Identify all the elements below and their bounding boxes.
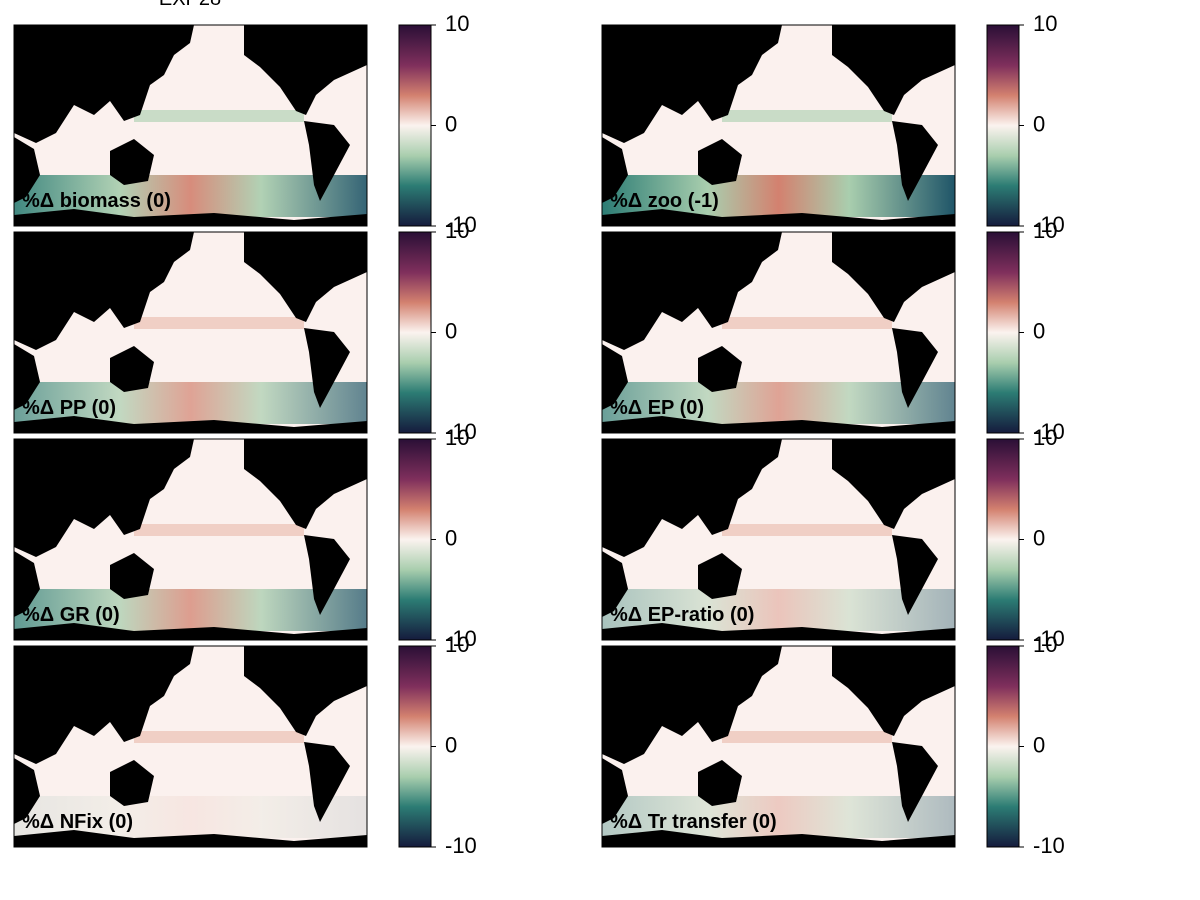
map-panel: %Δ GR (0) (13, 438, 368, 641)
colorbar-tick-label: -10 (445, 626, 477, 651)
equatorial-band (134, 524, 304, 536)
map-panel: %Δ zoo (-1) (601, 24, 956, 227)
panel-label: %Δ EP (0) (610, 397, 704, 419)
colorbar-tick-label: 0 (1033, 111, 1045, 136)
colorbar-tick-label: -10 (445, 212, 477, 237)
map-panel: %Δ EP-ratio (0) (601, 438, 956, 641)
colorbar-tick-label: 10 (445, 632, 469, 657)
map-frame (601, 231, 956, 434)
equatorial-band (134, 317, 304, 329)
colorbar-tick-label: -10 (1033, 626, 1065, 651)
figure-title: EXP28 (159, 0, 221, 10)
colorbar (398, 231, 432, 434)
map-frame (13, 438, 368, 641)
panel-label: %Δ biomass (0) (22, 190, 171, 212)
colorbar-tick-label: 0 (445, 525, 457, 550)
colorbar (398, 645, 432, 848)
colorbar-tick-label: 0 (445, 732, 457, 757)
panel-label: %Δ Tr transfer (0) (610, 811, 777, 833)
panel-label: %Δ PP (0) (22, 397, 116, 419)
equatorial-band (134, 731, 304, 743)
colorbar-tick-label: 0 (1033, 732, 1045, 757)
map-frame (601, 438, 956, 641)
equatorial-band (722, 731, 892, 743)
map-frame (601, 24, 956, 227)
colorbar-tick-label: 10 (1033, 11, 1057, 36)
map-frame (601, 645, 956, 848)
colorbar-tick-label: 10 (1033, 632, 1057, 657)
map-frame (13, 231, 368, 434)
colorbar-tick-label: -10 (1033, 212, 1065, 237)
colorbar-tick-label: -10 (445, 419, 477, 444)
map-panel: %Δ Tr transfer (0) (601, 645, 956, 848)
colorbar (986, 438, 1020, 641)
colorbar (398, 24, 432, 227)
colorbar-tick-label: 10 (445, 218, 469, 243)
colorbar (986, 231, 1020, 434)
colorbar (986, 645, 1020, 848)
colorbar-tick-label: -10 (445, 833, 477, 858)
equatorial-band (722, 110, 892, 122)
colorbar-tick-label: 0 (445, 318, 457, 343)
colorbar-tick-label: 0 (1033, 318, 1045, 343)
colorbar (398, 438, 432, 641)
panel-label: %Δ NFix (0) (22, 811, 133, 833)
map-frame (13, 24, 368, 227)
equatorial-band (134, 110, 304, 122)
map-panel: %Δ PP (0) (13, 231, 368, 434)
map-panel: %Δ NFix (0) (13, 645, 368, 848)
panel-label: %Δ zoo (-1) (610, 190, 719, 212)
colorbar-tick-label: -10 (1033, 833, 1065, 858)
equatorial-band (722, 317, 892, 329)
colorbar-tick-label: 10 (1033, 218, 1057, 243)
colorbar-tick-label: 0 (445, 111, 457, 136)
map-panel: %Δ EP (0) (601, 231, 956, 434)
panel-label: %Δ EP-ratio (0) (610, 604, 754, 626)
map-frame (13, 645, 368, 848)
map-panel: %Δ biomass (0) (13, 24, 368, 227)
colorbar (986, 24, 1020, 227)
equatorial-band (722, 524, 892, 536)
colorbar-tick-label: 0 (1033, 525, 1045, 550)
colorbar-tick-label: 10 (1033, 425, 1057, 450)
colorbar-tick-label: -10 (1033, 419, 1065, 444)
colorbar-tick-label: 10 (445, 425, 469, 450)
colorbar-tick-label: 10 (445, 11, 469, 36)
panel-label: %Δ GR (0) (22, 604, 120, 626)
